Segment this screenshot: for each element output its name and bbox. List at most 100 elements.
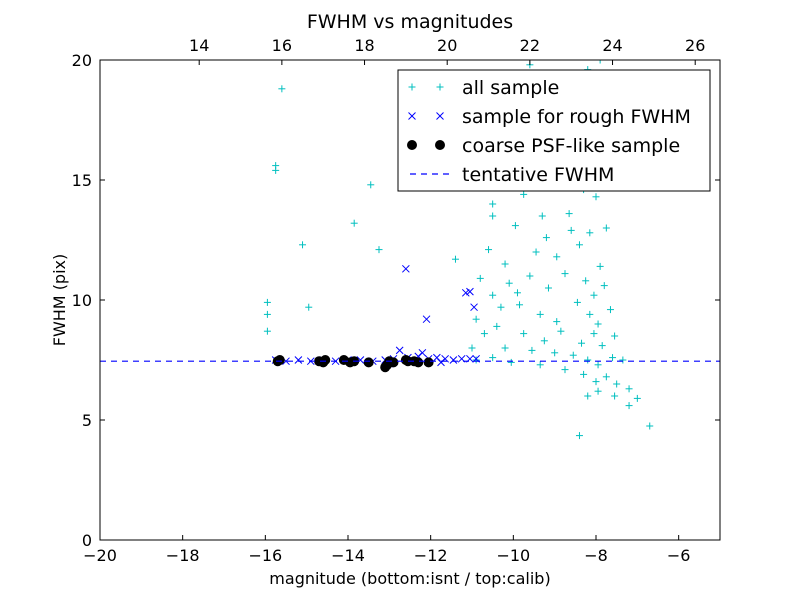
data-point (575, 241, 583, 249)
x-tick-label: −6 (667, 546, 691, 565)
x-tick-label: −18 (166, 546, 200, 565)
data-point (551, 349, 559, 357)
data-point (472, 356, 480, 364)
data-point (594, 361, 602, 369)
data-point (278, 85, 286, 93)
data-point (451, 255, 459, 263)
data-point (305, 303, 313, 311)
data-point (600, 282, 608, 290)
data-point (582, 277, 590, 285)
data-point (586, 229, 594, 237)
data-point (553, 318, 561, 326)
data-point (505, 279, 513, 287)
chart-title: FWHM vs magnitudes (307, 11, 513, 33)
legend-marker (436, 83, 444, 91)
data-point (590, 330, 598, 338)
top-tick-label: 24 (602, 36, 622, 55)
data-point (489, 200, 497, 208)
data-point (573, 298, 581, 306)
data-point (263, 310, 271, 318)
y-tick-label: 0 (82, 531, 92, 550)
data-point (590, 291, 598, 299)
data-point (437, 358, 445, 367)
data-point (489, 354, 497, 362)
legend-label: all sample (462, 77, 559, 99)
data-point (472, 315, 480, 323)
data-point (520, 330, 528, 338)
legend-label: sample for rough FWHM (462, 106, 691, 128)
data-point (625, 402, 633, 410)
data-point (578, 339, 586, 347)
data-point (544, 284, 552, 292)
y-tick-label: 15 (72, 171, 92, 190)
data-point (272, 166, 280, 174)
top-tick-label: 18 (354, 36, 374, 55)
data-point (493, 322, 501, 330)
data-point (592, 193, 600, 201)
data-point (497, 303, 505, 311)
data-point (367, 181, 375, 189)
data-point (596, 60, 604, 64)
legend-marker (408, 83, 416, 91)
data-point (395, 346, 404, 355)
y-tick-label: 5 (82, 411, 92, 430)
top-tick-label: 26 (685, 36, 705, 55)
data-point (422, 315, 431, 324)
data-point (625, 385, 633, 393)
data-point (402, 264, 410, 273)
top-tick-label: 22 (520, 36, 540, 55)
legend-marker (407, 140, 417, 150)
data-point (561, 270, 569, 278)
legend-box (397, 69, 711, 192)
data-point (619, 356, 627, 364)
legend-label: tentative FWHM (462, 164, 614, 186)
data-point (538, 212, 546, 220)
data-point (540, 337, 548, 345)
data-point (513, 289, 521, 297)
data-point (646, 422, 654, 430)
data-point (575, 432, 583, 440)
data-point (633, 394, 641, 402)
data-point (299, 241, 307, 249)
data-point (606, 306, 614, 314)
data-point (375, 246, 383, 254)
data-point (526, 272, 534, 280)
data-point (609, 354, 617, 362)
data-point (594, 320, 602, 328)
x-tick-label: −20 (83, 546, 117, 565)
data-point (507, 358, 515, 366)
data-point (476, 274, 484, 282)
y-tick-label: 10 (72, 291, 92, 310)
data-point (598, 342, 606, 350)
data-point (611, 332, 619, 340)
data-point (596, 262, 604, 270)
y-axis-label: FWHM (pix) (50, 254, 69, 347)
data-point (542, 234, 550, 242)
data-point (320, 355, 331, 365)
data-point (363, 357, 374, 368)
data-point (586, 310, 594, 318)
series-1 (271, 264, 480, 368)
legend-marker (436, 112, 444, 120)
data-point (294, 356, 303, 364)
data-point (350, 219, 358, 227)
x-tick-label: −16 (248, 546, 282, 565)
data-point (263, 298, 271, 306)
data-point (532, 248, 540, 256)
data-point (466, 287, 474, 296)
x-tick-label: −14 (331, 546, 365, 565)
data-point (274, 355, 285, 365)
data-point (418, 348, 427, 357)
data-point (565, 210, 573, 218)
legend: all sample sample for rough FWHM coarse PS… (397, 69, 711, 192)
data-point (468, 344, 476, 352)
data-point (489, 291, 497, 299)
data-point (263, 327, 271, 335)
data-point (561, 366, 569, 374)
data-point (413, 357, 424, 368)
data-point (516, 301, 524, 309)
data-point (536, 361, 544, 369)
legend-marker (408, 112, 416, 120)
data-point (613, 380, 621, 388)
